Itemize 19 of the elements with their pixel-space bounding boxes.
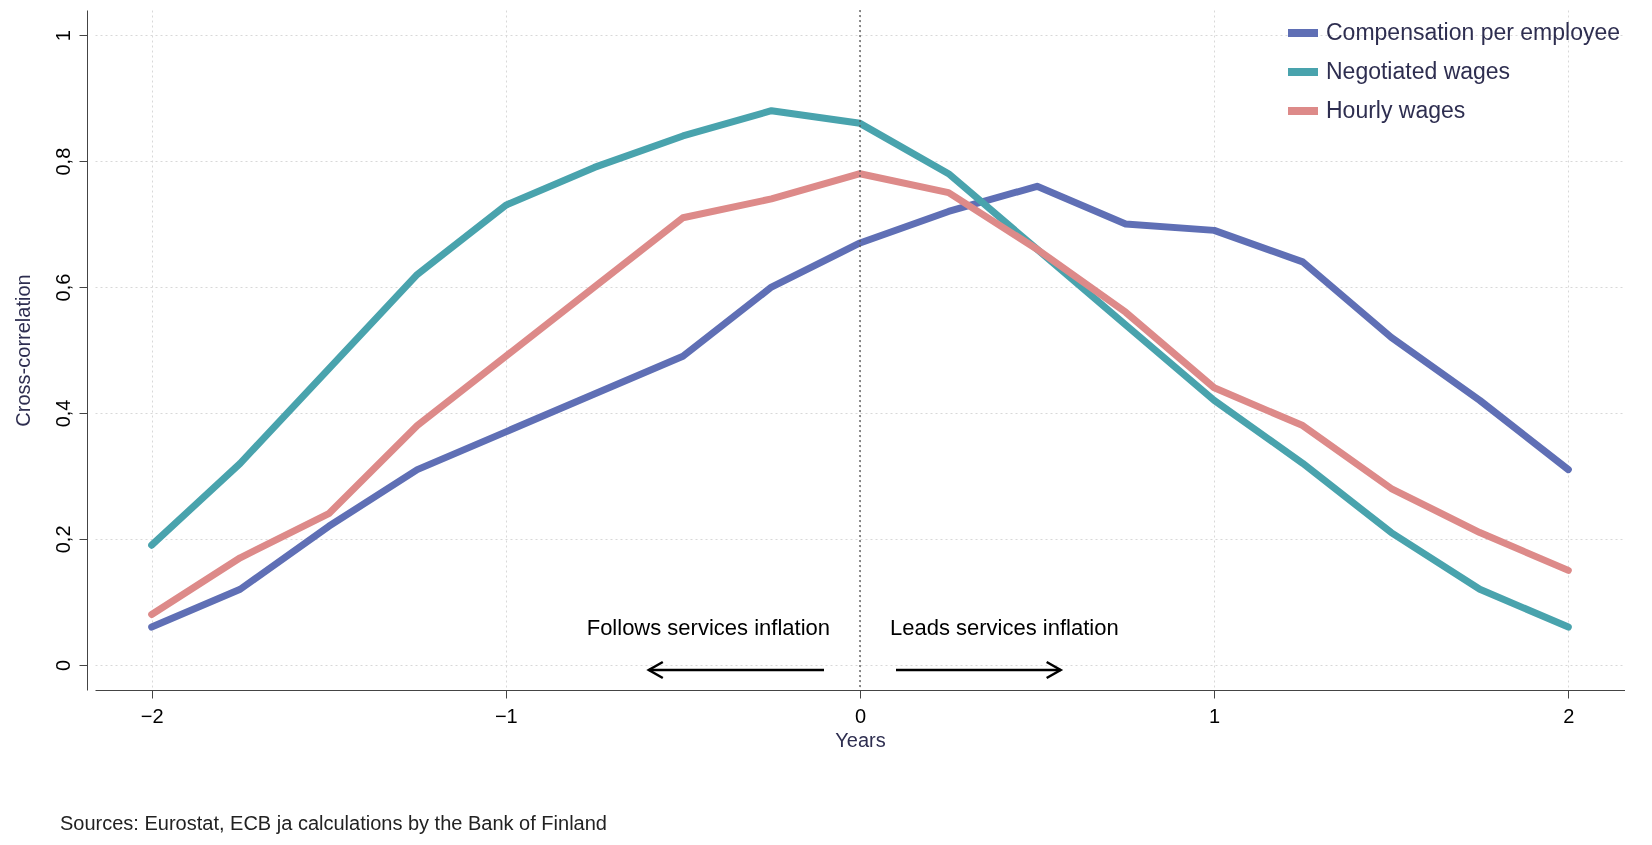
source-note: Sources: Eurostat, ECB ja calculations by the Bank of Finland bbox=[60, 812, 607, 835]
y-tick-label: 1 bbox=[51, 30, 74, 42]
y-axis-title: Cross-correlation bbox=[11, 274, 34, 427]
y-tick-label: 0,2 bbox=[51, 525, 74, 554]
x-tick-label: 0 bbox=[854, 704, 867, 727]
annotation: Leads services inflation bbox=[890, 615, 1119, 640]
y-tick-label: 0,6 bbox=[51, 273, 74, 302]
y-tick-label: 0,4 bbox=[51, 399, 74, 428]
x-tick-label: 2 bbox=[1563, 704, 1575, 727]
x-tick-label: −1 bbox=[494, 704, 518, 727]
annotation: Follows services inflation bbox=[586, 615, 830, 640]
legend-label: Hourly wages bbox=[1326, 97, 1466, 123]
legend-label: Compensation per employee bbox=[1326, 19, 1621, 45]
y-tick-label: 0 bbox=[51, 659, 74, 671]
y-tick-label: 0,8 bbox=[51, 147, 74, 176]
x-tick-label: 1 bbox=[1209, 704, 1221, 727]
x-axis-title: Years bbox=[835, 728, 886, 751]
x-tick-label: −2 bbox=[140, 704, 164, 727]
legend-label: Negotiated wages bbox=[1326, 58, 1511, 84]
